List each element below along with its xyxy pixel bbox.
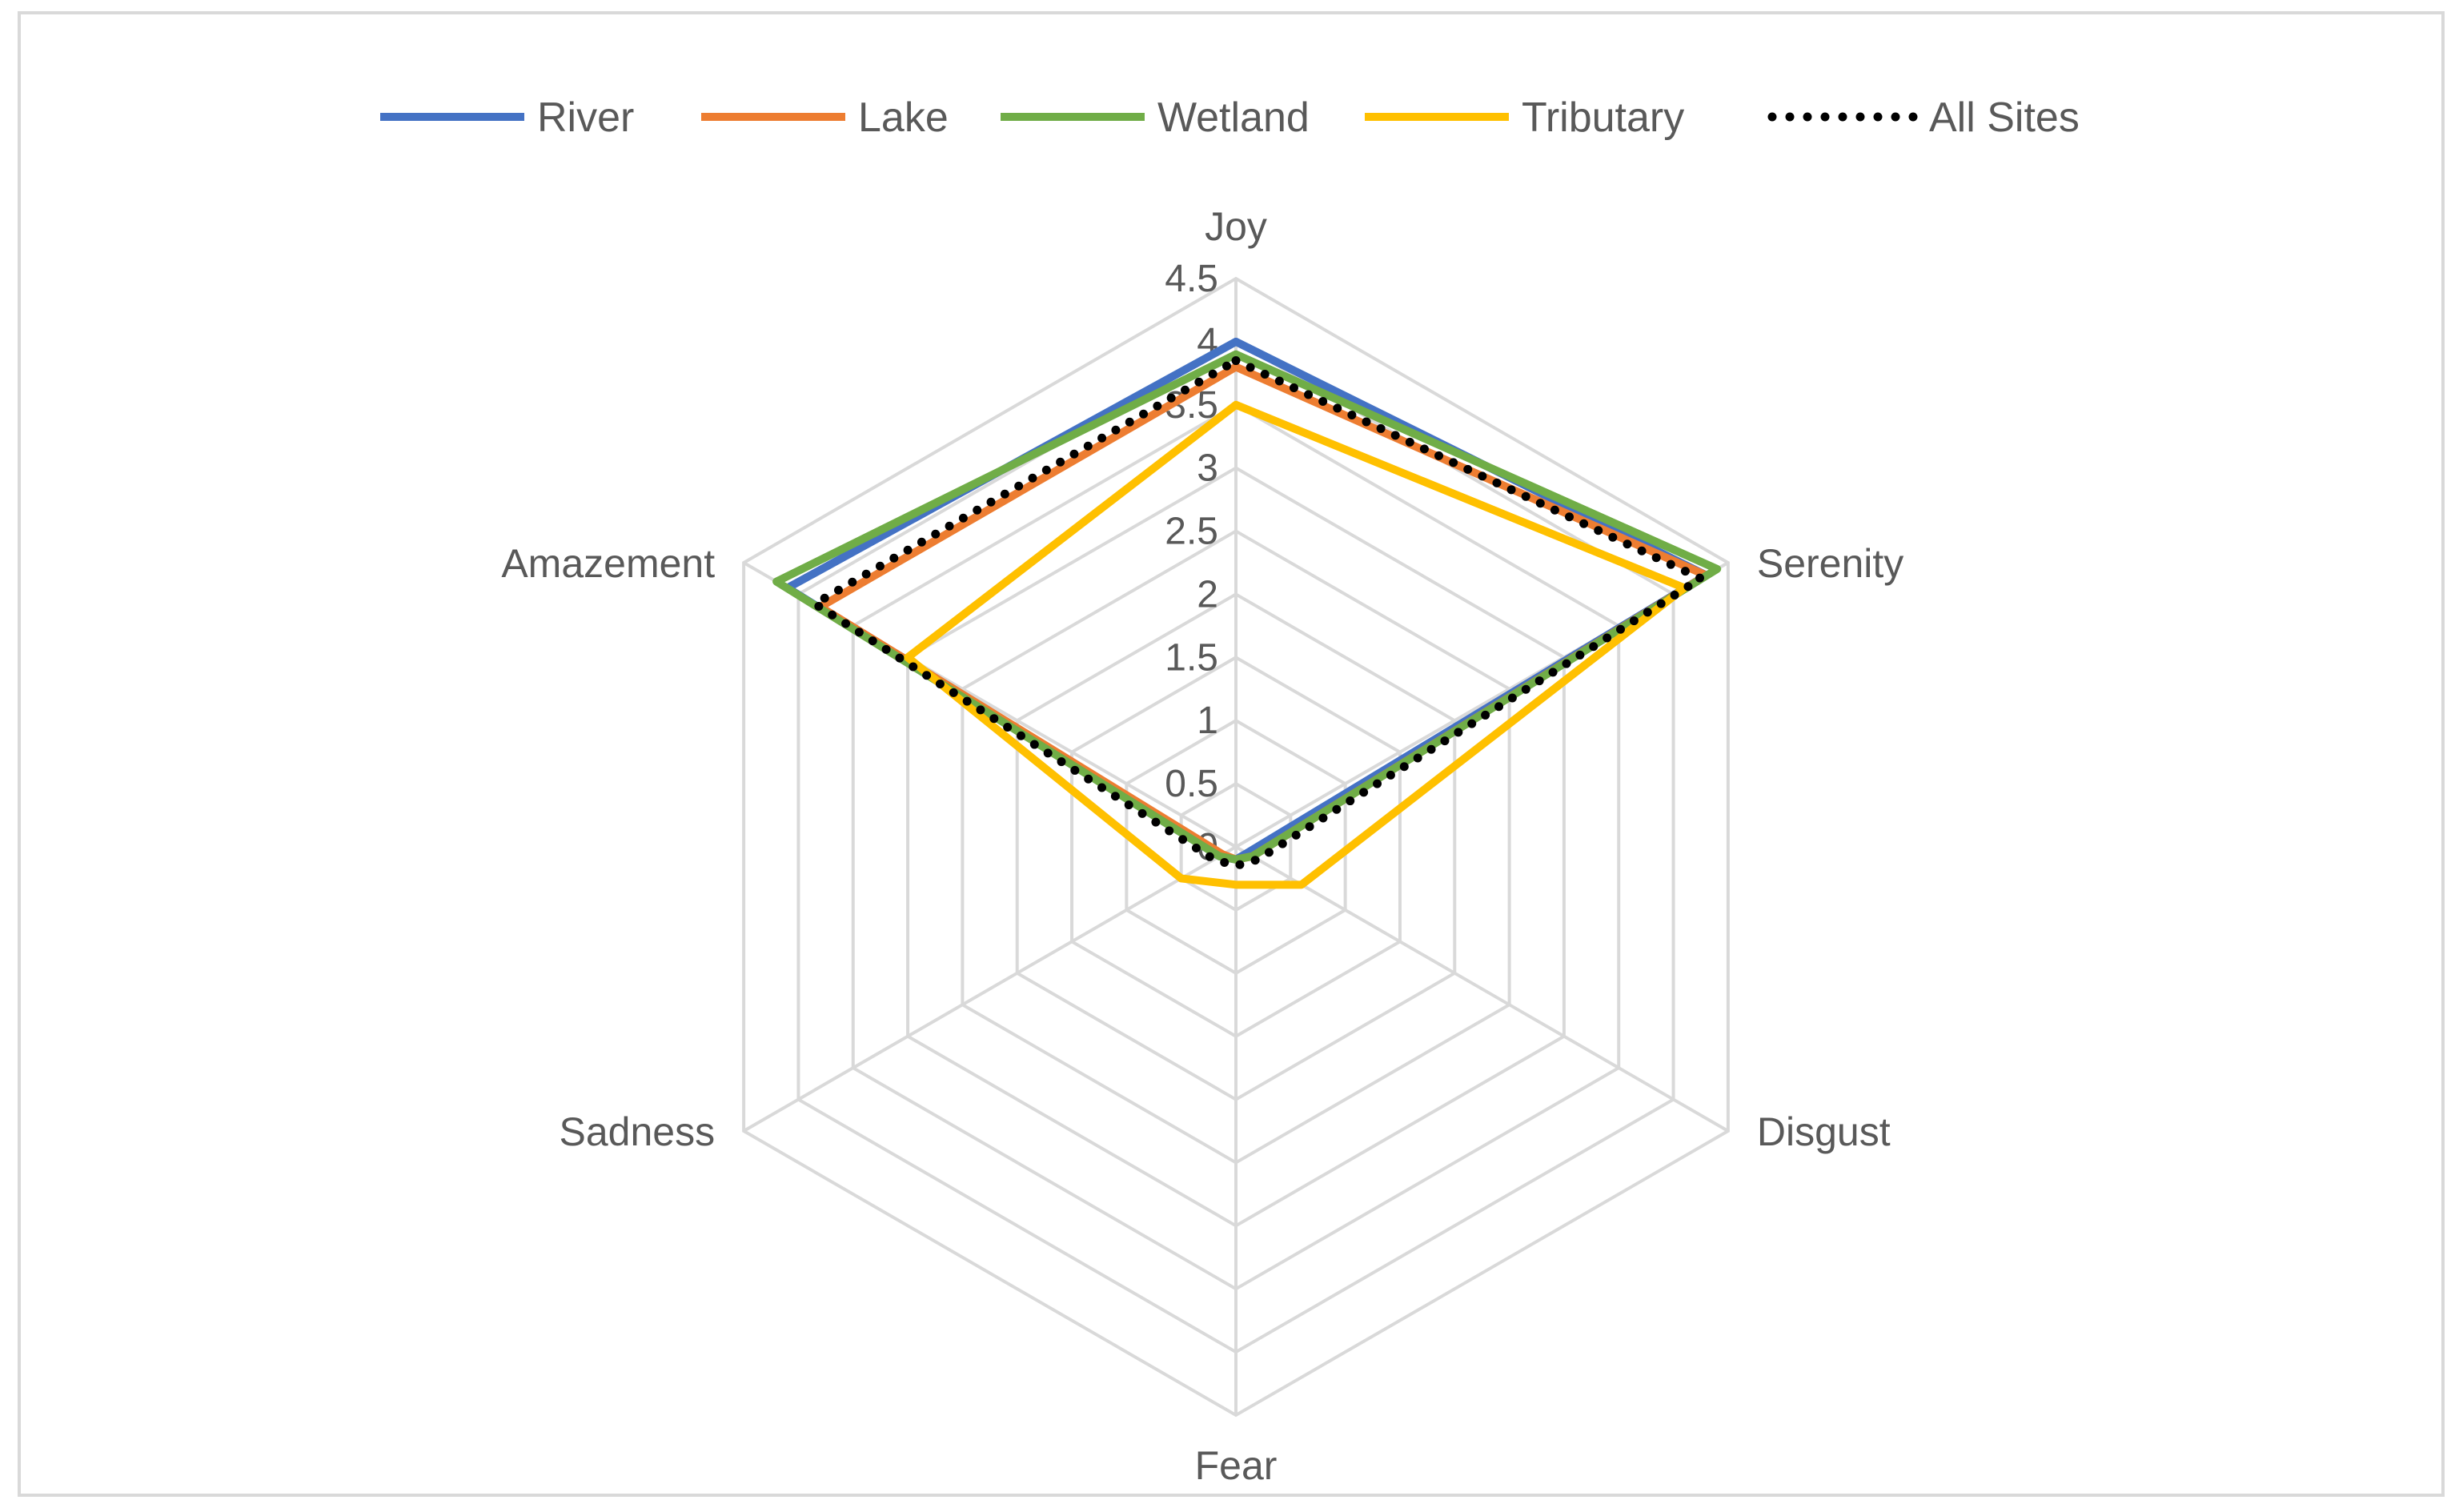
tick-label: 0.5: [1165, 763, 1218, 805]
grid-spoke: [1234, 845, 1729, 1133]
legend-label-wetland: Wetland: [1157, 94, 1310, 141]
tick-label: 1: [1197, 700, 1218, 742]
legend: River Lake Wetland Tributary All Sites: [380, 94, 2080, 141]
category-label-serenity: Serenity: [1757, 541, 1903, 586]
radar-grid: [742, 276, 1730, 1418]
legend-label-lake: Lake: [858, 94, 949, 141]
series-line-wetland: [772, 350, 1722, 864]
category-label-sadness: Sadness: [560, 1109, 716, 1154]
chart-frame: 0 0.5 1 1.5 2 2.5 3 3.5 4 4.5 Joy Serenity Disgust F…: [18, 11, 2445, 1497]
tick-label: 2.5: [1165, 511, 1218, 553]
category-label-amazement: Amazement: [501, 541, 715, 586]
series-lines: [772, 337, 1722, 889]
series-line-all-sites: [810, 356, 1706, 871]
tick-label: 2: [1197, 573, 1218, 616]
category-label-fear: Fear: [1195, 1443, 1278, 1488]
legend-label-all-sites: All Sites: [1929, 94, 2080, 141]
category-label-joy: Joy: [1205, 204, 1267, 249]
tick-label: 1.5: [1165, 636, 1218, 679]
tick-label: 4.5: [1165, 258, 1218, 300]
legend-label-tributary: Tributary: [1522, 94, 1684, 141]
tick-label: 3: [1197, 447, 1218, 490]
category-label-disgust: Disgust: [1757, 1109, 1891, 1154]
radial-axis-ticks: 00.511.522.533.544.5: [1165, 258, 1218, 868]
category-labels: Joy Serenity Disgust Fear Sadness Amazement: [501, 204, 1903, 1488]
legend-label-river: River: [537, 94, 634, 141]
radar-chart: 00.511.522.533.544.5 JoySerenityDisgustF…: [380, 94, 2080, 1488]
grid-spoke: [743, 845, 1237, 1133]
